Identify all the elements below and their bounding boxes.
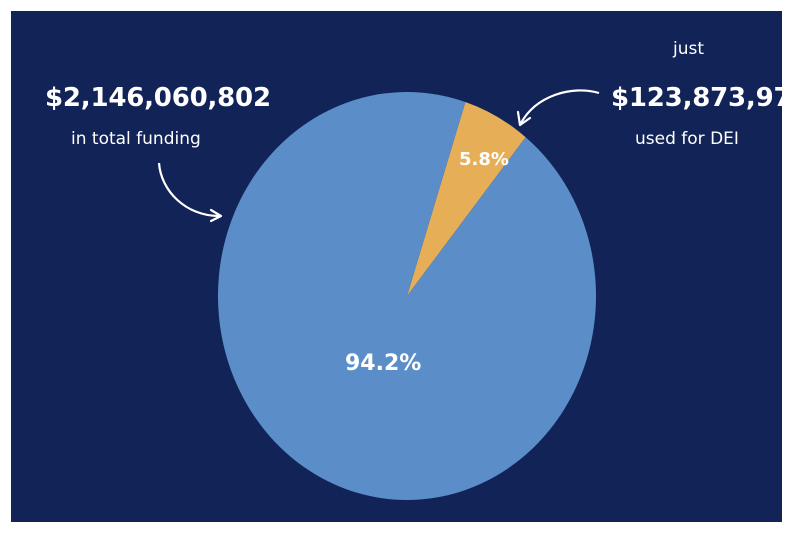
- chart-panel: $2,146,060,802 in total funding just $12…: [11, 11, 782, 522]
- dei-amount: $123,873,970: [611, 83, 782, 113]
- pie-slice-dei: [407, 101, 526, 297]
- dei-prefix: just: [673, 39, 705, 59]
- pie-slices: [218, 91, 596, 501]
- total-amount: $2,146,060,802: [45, 83, 271, 113]
- slice-label-small: 5.8%: [459, 149, 509, 170]
- slice-label-large: 94.2%: [345, 351, 422, 376]
- pie-slice-other: [218, 91, 596, 501]
- total-caption: in total funding: [71, 129, 201, 149]
- dei-caption: used for DEI: [635, 129, 739, 149]
- pie-chart: [218, 91, 596, 501]
